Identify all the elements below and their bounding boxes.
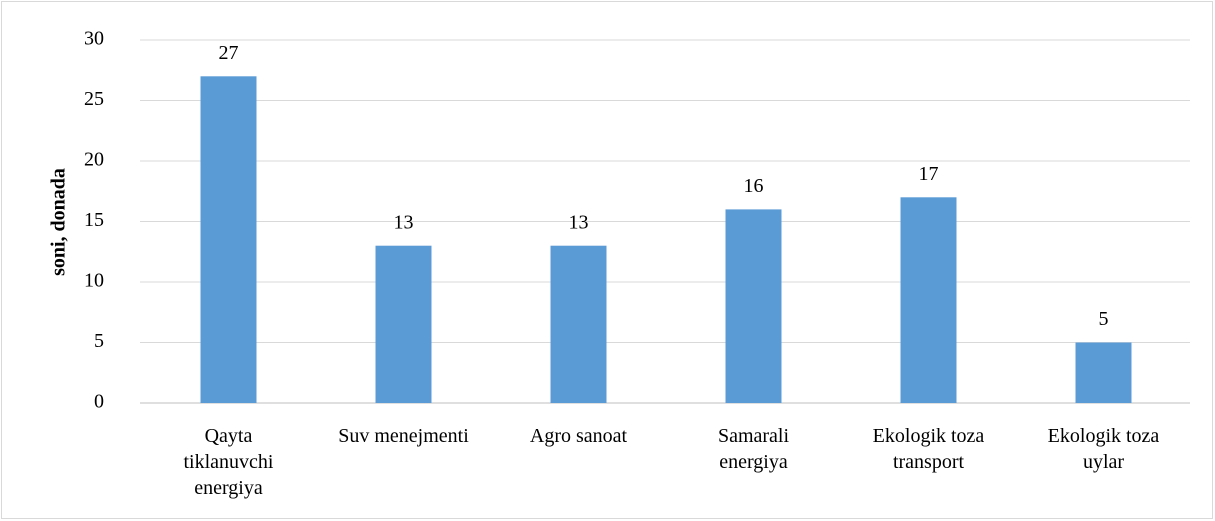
data-label: 13 bbox=[394, 211, 414, 233]
x-tick-label: Qayta tiklanuvchi energiya bbox=[183, 425, 274, 499]
x-tick-label: Suv menejmenti bbox=[338, 425, 469, 447]
bar bbox=[725, 209, 782, 403]
y-tick-label: 25 bbox=[84, 88, 104, 110]
bar bbox=[1075, 342, 1132, 403]
data-label: 13 bbox=[569, 211, 589, 233]
data-label: 5 bbox=[1099, 308, 1109, 330]
y-tick-label: 20 bbox=[84, 149, 104, 171]
x-tick-label: Ekologik toza uylar bbox=[1047, 425, 1160, 473]
x-tick-label: Agro sanoat bbox=[529, 425, 628, 447]
data-label: 27 bbox=[219, 42, 239, 64]
x-tick-label: Ekologik toza transport bbox=[872, 425, 985, 473]
bar bbox=[200, 76, 257, 404]
y-tick-label: 30 bbox=[84, 28, 104, 50]
bar bbox=[375, 245, 432, 403]
bar bbox=[900, 197, 957, 403]
data-label: 17 bbox=[919, 163, 939, 185]
y-tick-label: 10 bbox=[84, 270, 104, 292]
y-tick-label: 5 bbox=[94, 330, 104, 352]
x-tick-label: Samarali energiya bbox=[717, 425, 790, 473]
y-tick-label: 0 bbox=[94, 391, 104, 413]
y-tick-label: 15 bbox=[84, 209, 104, 231]
y-axis-label: soni, donada bbox=[48, 168, 70, 276]
bar bbox=[550, 245, 607, 403]
data-label: 16 bbox=[744, 175, 764, 197]
